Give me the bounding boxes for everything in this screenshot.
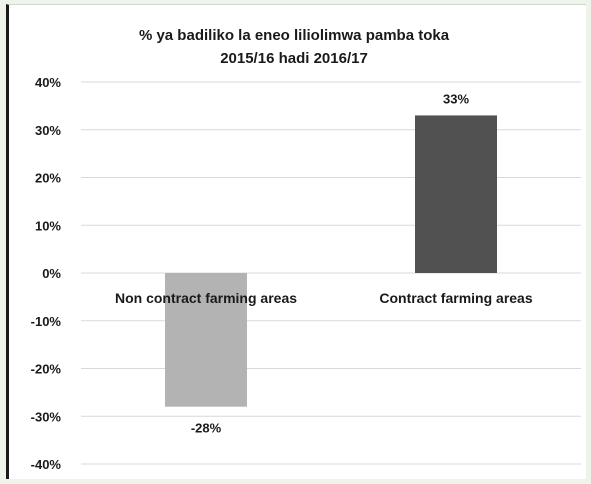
y-tick-label: -30% — [31, 409, 62, 424]
chart-title-line-1: % ya badiliko la eneo liliolimwa pamba t… — [139, 27, 450, 44]
y-tick-label: -10% — [31, 314, 62, 329]
data-label: -28% — [191, 421, 222, 436]
y-tick-label: 40% — [35, 75, 61, 90]
bar-non-contract — [165, 273, 247, 407]
bar-chart: % ya badiliko la eneo liliolimwa pamba t… — [31, 27, 581, 472]
chart-frame: % ya badiliko la eneo liliolimwa pamba t… — [6, 4, 586, 479]
category-labels: Non contract farming areas Contract farmi… — [115, 290, 533, 306]
category-label: Contract farming areas — [379, 290, 532, 306]
y-axis-tick-labels: 40% 30% 20% 10% 0% -10% -20% -30% -40% — [31, 75, 62, 472]
y-tick-label: -20% — [31, 362, 62, 377]
y-tick-label: 10% — [35, 218, 61, 233]
data-labels: -28% 33% — [191, 91, 470, 435]
chart-title-line-2: 2015/16 hadi 2016/17 — [220, 50, 368, 67]
y-tick-label: 0% — [42, 266, 61, 281]
y-tick-label: 20% — [35, 171, 61, 186]
bar-contract — [415, 115, 497, 273]
gridlines — [81, 81, 581, 465]
data-label: 33% — [443, 91, 469, 106]
y-tick-label: -40% — [31, 457, 62, 472]
y-tick-label: 30% — [35, 123, 61, 138]
category-label: Non contract farming areas — [115, 290, 297, 306]
bars — [165, 115, 497, 407]
